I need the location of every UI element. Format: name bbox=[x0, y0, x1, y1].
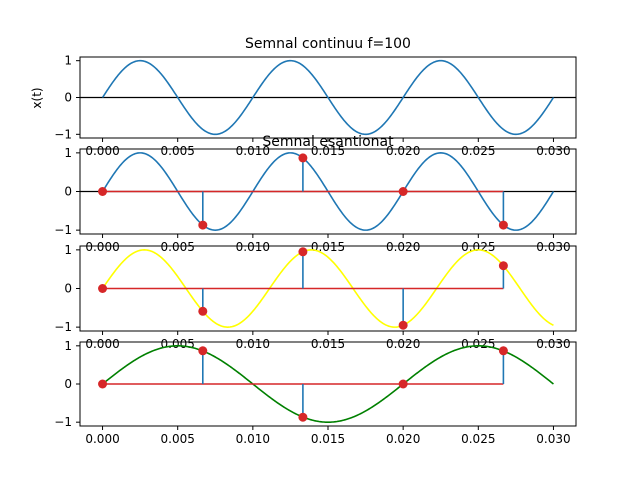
plot4-sample-marker bbox=[98, 379, 108, 389]
plot1-ylabel: x(t) bbox=[30, 87, 44, 108]
plot1-ytick-label: 0 bbox=[64, 91, 72, 105]
plot3-xtick-label: 0.010 bbox=[236, 337, 270, 351]
plot4-xtick-label: 0.020 bbox=[386, 432, 420, 446]
plot3-sample-marker bbox=[398, 320, 408, 330]
plot3-xtick-label: 0.005 bbox=[161, 337, 195, 351]
plot1-ytick-label: 1 bbox=[64, 54, 72, 68]
plot3-ytick-label: 0 bbox=[64, 282, 72, 296]
plot4-ytick-label: −1 bbox=[54, 415, 72, 429]
plot3: 0.000 0.005 0.010 0.015 0.020 0.025 0.030 1 0 −1 bbox=[54, 243, 577, 351]
plot3-xtick-label: 0.025 bbox=[461, 337, 495, 351]
plot2-sample-marker bbox=[98, 187, 108, 196]
plot4-xtick-label: 0.010 bbox=[236, 432, 270, 446]
plot4-xtick-label: 0.005 bbox=[161, 432, 195, 446]
plot2: 0.000 0.005 0.010 0.015 0.020 0.025 0.030 1 0 −1 bbox=[54, 146, 577, 254]
plot2-sample-marker bbox=[498, 220, 508, 230]
plot2-xtick-label: 0.015 bbox=[311, 240, 345, 254]
plot3-sample-marker bbox=[98, 284, 108, 293]
plot2-xtick-label: 0.005 bbox=[161, 240, 195, 254]
plot3-ytick-label: −1 bbox=[54, 320, 72, 334]
plot3-xtick-label: 0.030 bbox=[536, 337, 570, 351]
plot1-ytick-label: −1 bbox=[54, 127, 72, 141]
plot2-ytick-label: 0 bbox=[64, 185, 72, 199]
plot3-ytick-label: 1 bbox=[64, 243, 72, 257]
plot4: 0.000 0.005 0.010 0.015 0.020 0.025 0.030 1 0 −1 bbox=[54, 339, 577, 446]
plot3-sample-marker bbox=[198, 306, 208, 316]
plot3-sample-marker bbox=[298, 247, 308, 257]
plot2-content bbox=[80, 152, 576, 231]
plot4-sample-marker bbox=[498, 346, 508, 356]
plot4-xtick-label: 0.000 bbox=[85, 432, 119, 446]
plot2-title: Semnal esantionat bbox=[262, 134, 394, 150]
plot4-content bbox=[98, 345, 554, 423]
plot3-series-line bbox=[101, 249, 554, 328]
plot1-xtick-label: 0.015 bbox=[311, 144, 345, 158]
plot2-ytick-label: 1 bbox=[64, 146, 72, 160]
plot1-xtick-label: 0.025 bbox=[461, 144, 495, 158]
plot4-ytick-label: 1 bbox=[64, 339, 72, 353]
plot4-xtick-label: 0.030 bbox=[536, 432, 570, 446]
plot1-xtick-label: 0.020 bbox=[386, 144, 420, 158]
plot3-sample-marker bbox=[498, 261, 508, 271]
plot4-xtick-label: 0.015 bbox=[311, 432, 345, 446]
plot4-series-line bbox=[102, 345, 554, 423]
plot1-content bbox=[80, 59, 576, 136]
plot1: 0.000 0.005 0.010 0.015 0.020 0.025 0.030 1 0 −1 bbox=[54, 54, 577, 158]
plot2-sample-marker bbox=[398, 187, 408, 196]
plot2-sample-marker bbox=[198, 220, 208, 230]
plot4-sample-marker bbox=[298, 412, 308, 422]
plot2-xtick-label: 0.020 bbox=[386, 240, 420, 254]
plot4-sample-marker bbox=[198, 346, 208, 356]
plot3-xtick-label: 0.000 bbox=[85, 337, 119, 351]
plot1-xtick-label: 0.010 bbox=[236, 144, 270, 158]
plot3-xtick-label: 0.020 bbox=[386, 337, 420, 351]
plot2-xtick-label: 0.010 bbox=[236, 240, 270, 254]
plot1-title: Semnal continuu f=100 bbox=[245, 36, 411, 52]
plot4-xtick-label: 0.025 bbox=[461, 432, 495, 446]
plot3-content bbox=[98, 247, 554, 330]
plot4-ytick-label: 0 bbox=[64, 377, 72, 391]
plot4-sample-marker bbox=[398, 379, 408, 389]
plot3-xtick-label: 0.015 bbox=[311, 337, 345, 351]
plot2-ytick-label: −1 bbox=[54, 223, 72, 237]
plot2-xtick-label: 0.000 bbox=[85, 240, 119, 254]
plot1-xtick-label: 0.005 bbox=[161, 144, 195, 158]
plot1-xtick-label: 0.000 bbox=[85, 144, 119, 158]
plot2-xtick-label: 0.030 bbox=[536, 240, 570, 254]
plot1-xtick-label: 0.030 bbox=[536, 144, 570, 158]
plot2-sample-marker bbox=[298, 153, 308, 163]
plot1-series-line bbox=[101, 59, 555, 136]
plots-container: 0.000 0.005 0.010 0.015 0.020 0.025 0.03010−10… bbox=[54, 54, 577, 446]
plot2-xtick-label: 0.025 bbox=[461, 240, 495, 254]
